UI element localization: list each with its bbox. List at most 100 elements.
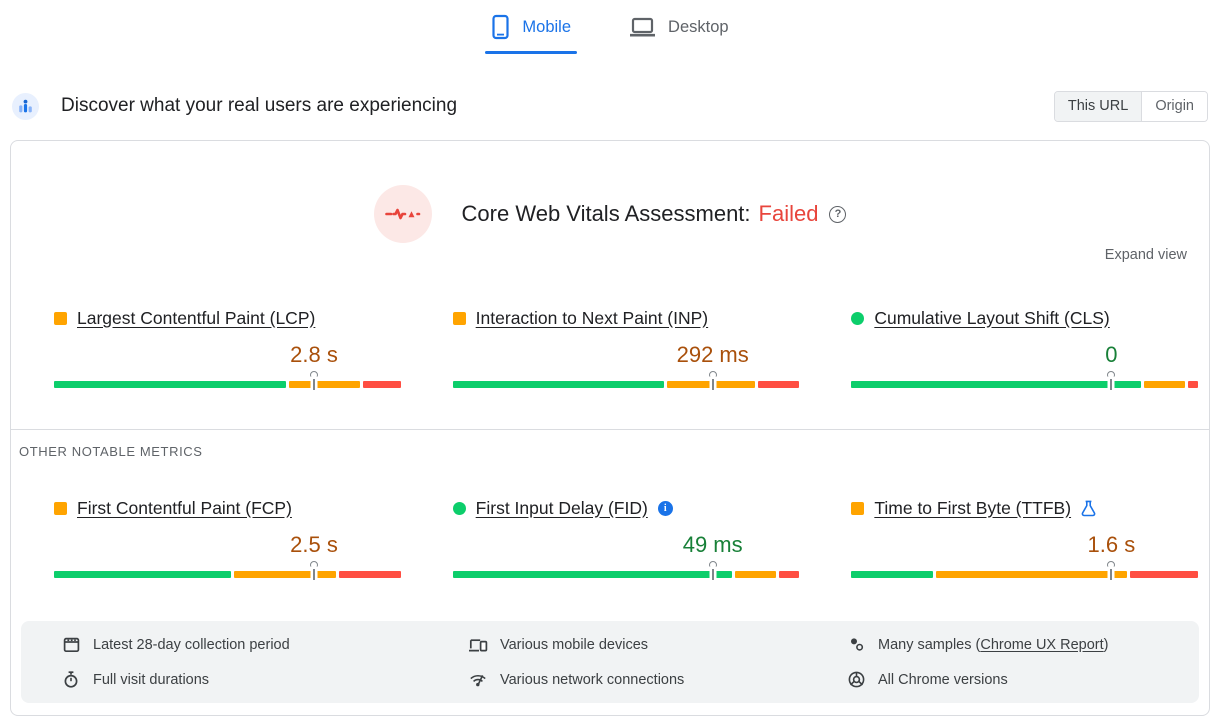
rating-marker [851,311,865,325]
origin-button[interactable]: Origin [1142,91,1207,121]
needs-improvement-segment [234,571,337,578]
needs-improvement-segment [288,381,361,388]
this-url-button[interactable]: This URL [1054,91,1143,121]
other-metrics-row: First Contentful Paint (FCP) 2.5 s First… [11,495,1209,580]
field-data-header: Discover what your real users are experi… [0,84,1220,128]
mobile-phone-icon [491,14,510,40]
distribution-bar [54,371,401,390]
metric-title-link[interactable]: First Input Delay (FID) [475,497,648,518]
needs-improvement-segment [936,571,1127,578]
metric-value: 1.6 s [1087,532,1136,557]
field-data-insights-icon [12,92,39,120]
metric-title-link[interactable]: Largest Contentful Paint (LCP) [77,307,316,328]
p75-marker-pin [1107,371,1116,390]
metric-gauge: 292 ms [452,331,800,390]
distribution-bar [452,371,800,390]
poor-segment [1187,381,1199,388]
needs-improvement-segment [1143,381,1185,388]
metric-value: 2.5 s [290,532,338,557]
metric-title-link[interactable]: Cumulative Layout Shift (CLS) [874,307,1110,328]
metric-fid: First Input Delay (FID) i 49 ms [452,495,800,580]
expand-view-link[interactable]: Expand view [1104,247,1187,263]
other-metrics-label: OTHER NOTABLE METRICS [19,444,203,459]
tab-mobile[interactable]: Mobile [485,6,578,54]
network-icon [468,672,488,688]
devices-item: Various mobile devices [468,631,846,658]
info-icon[interactable]: i [657,500,673,516]
metric-gauge: 49 ms [452,521,800,580]
network-text: Various network connections [500,671,685,688]
metric-title-link[interactable]: First Contentful Paint (FCP) [77,497,292,518]
metric-title-link[interactable]: Interaction to Next Paint (INP) [475,307,709,328]
metric-ttfb: Time to First Byte (TTFB) 1.6 s [851,495,1199,580]
visit-durations-item: Full visit durations [61,666,468,693]
metric-gauge: 2.5 s [54,521,401,580]
core-web-vitals-card: Core Web Vitals Assessment: Failed ? Exp… [10,140,1210,716]
metric-lcp: Largest Contentful Paint (LCP) 2.8 s [54,305,401,390]
metric-inp: Interaction to Next Paint (INP) 292 ms [452,305,800,390]
tab-mobile-label: Mobile [522,17,572,36]
distribution-bar [851,561,1199,580]
help-icon[interactable]: ? [829,205,847,223]
tab-desktop[interactable]: Desktop [623,6,735,54]
poor-segment [758,381,800,388]
good-segment [851,381,1141,388]
needs-improvement-segment [666,381,756,388]
chrome-icon [846,671,866,688]
tab-desktop-label: Desktop [668,17,729,36]
p75-marker-pin [1107,561,1116,580]
devices-text: Various mobile devices [500,636,649,653]
devices-icon [468,637,488,653]
collection-period-item: Latest 28-day collection period [61,631,468,658]
p75-marker-pin [708,561,717,580]
active-tab-underline [485,51,578,54]
assessment-status: Failed [758,201,819,226]
chrome-versions-item: All Chrome versions [846,666,1199,693]
good-segment [452,571,733,578]
device-tabbar: Mobile Desktop [0,0,1220,54]
p75-marker-pin [310,561,318,580]
desktop-laptop-icon [629,15,656,39]
rating-marker [452,501,466,515]
samples-text-prefix: Many samples ( [878,636,981,653]
rating-marker [54,501,67,515]
stopwatch-icon [61,671,81,688]
samples-icon [846,637,866,652]
distribution-bar [452,561,800,580]
assessment-label: Core Web Vitals Assessment: [461,201,751,226]
metric-value: 49 ms [682,532,743,557]
poor-segment [1129,571,1199,578]
metric-fcp: First Contentful Paint (FCP) 2.5 s [54,495,401,580]
poor-segment [339,571,401,578]
rating-marker [851,501,865,515]
samples-text-suffix: ) [1103,636,1109,653]
page-title: Discover what your real users are experi… [61,95,458,116]
p75-marker-pin [310,371,318,390]
rating-marker [452,311,466,325]
p75-marker-pin [708,371,717,390]
network-item: Various network connections [468,666,846,693]
metric-value: 2.8 s [290,342,338,367]
experimental-flask-icon[interactable] [1081,500,1096,517]
metric-gauge: 1.6 s [851,521,1199,580]
collection-period-text: Latest 28-day collection period [93,636,290,653]
scope-toggle: This URL Origin [1053,90,1208,122]
chrome-versions-text: All Chrome versions [878,671,1008,688]
samples-item: Many samples (Chrome UX Report) [846,631,1199,658]
visit-durations-text: Full visit durations [93,671,210,688]
good-segment [54,571,232,578]
good-segment [54,381,286,388]
metric-value: 0 [1105,342,1118,367]
section-divider [11,429,1209,430]
chrome-ux-report-link[interactable]: Chrome UX Report [980,636,1104,653]
poor-segment [363,381,401,388]
metric-title-link[interactable]: Time to First Byte (TTFB) [874,497,1072,518]
assessment-header: Core Web Vitals Assessment: Failed ? [11,185,1209,243]
samples-text: Many samples (Chrome UX Report) [878,637,1108,653]
distribution-bar [54,561,401,580]
metric-value: 292 ms [676,342,749,367]
metric-gauge: 2.8 s [54,331,401,390]
good-segment [452,381,664,388]
heartbeat-icon [373,185,432,243]
rating-marker [54,311,67,325]
